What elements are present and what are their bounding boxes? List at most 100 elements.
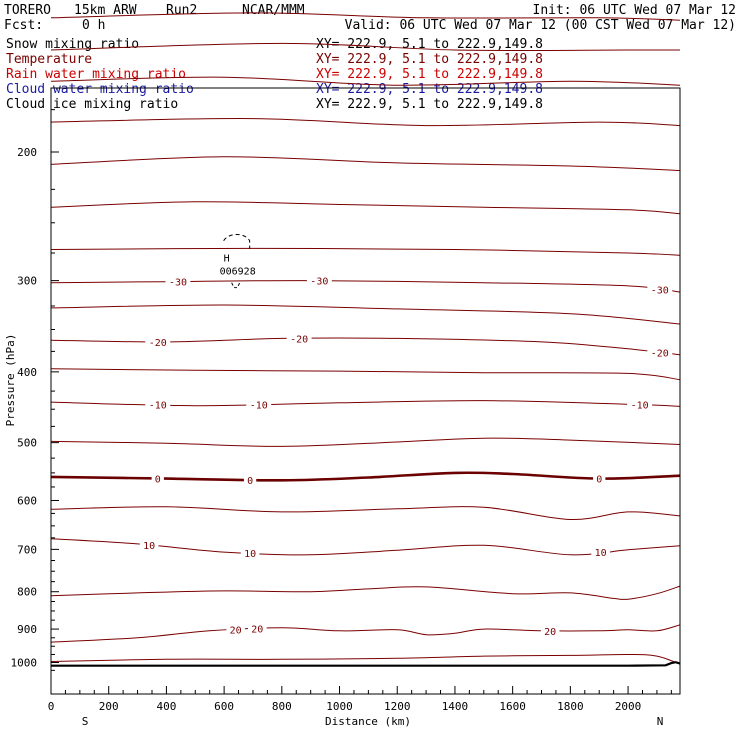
x-tick-label: 1400 xyxy=(442,700,469,713)
model-resolution: 15km ARW xyxy=(74,3,137,18)
contour-label-background xyxy=(306,274,332,287)
isotherm-label: -30 xyxy=(651,286,669,297)
isotherm-label: -30 xyxy=(310,277,328,288)
isotherm-label: 20 xyxy=(544,627,556,638)
contour-label-background xyxy=(246,398,272,411)
isotherm-line xyxy=(50,156,681,171)
y-tick-label: 400 xyxy=(17,366,37,379)
contour-label-background xyxy=(139,538,159,551)
forecast-label: Fcst: xyxy=(4,18,43,33)
isotherm-label: 10 xyxy=(143,541,155,552)
axis-layer: 0 200 400 600 800 1000 1200 1400 1600 1800 2000200… xyxy=(11,87,681,713)
legend-cloud-water-xy: XY= 222.9, 5.1 to 222.9,149.8 xyxy=(316,82,543,97)
isotherm-line xyxy=(50,624,681,643)
contour-label-background xyxy=(647,346,673,359)
x-tick-label: 1200 xyxy=(384,700,411,713)
y-tick-label: 1000 xyxy=(11,657,38,670)
isotherm-label: 10 xyxy=(595,548,607,559)
contour-label-background xyxy=(286,332,312,345)
contour-label-background xyxy=(240,546,260,559)
isotherm-label: 0 xyxy=(596,475,602,486)
contour-label-background xyxy=(627,398,653,411)
snow-contour-dashed xyxy=(223,233,251,249)
x-tick-label: 1800 xyxy=(557,700,584,713)
model-run: Run2 xyxy=(166,3,197,18)
isotherm-line xyxy=(50,12,681,21)
plot-frame xyxy=(50,87,681,695)
y-tick-label: 600 xyxy=(17,494,37,507)
x-axis-title: Distance (km) xyxy=(325,715,411,728)
contour-label-background xyxy=(591,546,610,559)
isotherm-line xyxy=(50,585,681,601)
isotherm-label: -30 xyxy=(169,278,187,289)
y-tick-label: 700 xyxy=(17,543,37,556)
legend: Snow mixing ratio XY= 222.9, 5.1 to 222.… xyxy=(6,37,543,112)
legend-cloud-ice-xy: XY= 222.9, 5.1 to 222.9,149.8 xyxy=(316,97,543,112)
y-tick-label: 800 xyxy=(17,586,37,599)
legend-temperature-name: Temperature xyxy=(6,52,92,67)
freezing-isotherm xyxy=(50,471,681,482)
model-name: TORERO xyxy=(4,3,51,18)
y-tick-label: 300 xyxy=(17,275,37,288)
isotherm-line xyxy=(50,437,681,447)
x-tick-label: 400 xyxy=(156,700,176,713)
isotherm-line xyxy=(50,201,681,215)
isotherm-layer: -30 -30 -30 -20 -20 -20 -10 -10 -10 0 0 0 10 10 10 20 20… xyxy=(50,12,681,665)
isotherm-label: 10 xyxy=(244,549,256,560)
snow-max-value: 006928 xyxy=(220,267,256,278)
contour-label-background xyxy=(145,398,171,411)
isotherm-label: -10 xyxy=(250,400,268,411)
model-org: NCAR/MMM xyxy=(242,3,305,18)
x-tick-label: 2000 xyxy=(615,700,642,713)
isotherm-line xyxy=(50,42,680,51)
legend-rain-xy: XY= 222.9, 5.1 to 222.9,149.8 xyxy=(316,67,543,82)
isotherm-label: 0 xyxy=(155,474,161,485)
x-tick-label: 800 xyxy=(272,700,292,713)
isotherm-label: -20 xyxy=(149,338,167,349)
legend-temperature-xy: XY= 222.9, 5.1 to 222.9,149.8 xyxy=(316,52,543,67)
valid-time: Valid: 06 UTC Wed 07 Mar 12 (00 CST Wed … xyxy=(345,18,736,33)
x-tick-label: 200 xyxy=(99,700,119,713)
x-tick-label: 0 xyxy=(48,700,55,713)
isotherm-line xyxy=(50,506,681,521)
snow-layer: 000153000192000170-82.13H006928 xyxy=(220,233,256,289)
contour-label-background xyxy=(243,473,257,486)
legend-cloud-water-name: Cloud water mixing ratio xyxy=(6,82,194,97)
isotherm-line xyxy=(50,304,681,325)
isotherm-line xyxy=(50,247,681,256)
terrain-line xyxy=(51,661,681,667)
snow-contour-dashed xyxy=(231,282,241,289)
isotherm-label: -10 xyxy=(631,401,649,412)
isotherm-line xyxy=(50,368,681,381)
x-tick-label: 1000 xyxy=(326,700,353,713)
x-tick-label: 1600 xyxy=(499,700,526,713)
contour-label-background xyxy=(165,275,191,288)
isotherm-line xyxy=(50,653,681,665)
endpoint-label-left: S xyxy=(82,715,89,728)
contour-label-background xyxy=(226,623,245,636)
contour-label-background xyxy=(647,283,673,296)
ground-layer xyxy=(51,661,681,667)
chart-header: TORERO 15km ARW Run2 NCAR/MMM Init: 06 U… xyxy=(4,3,736,33)
contour-label-background xyxy=(593,472,606,485)
legend-cloud-ice-name: Cloud ice mixing ratio xyxy=(6,97,178,112)
endpoint-label-right: N xyxy=(657,715,664,728)
y-tick-label: 500 xyxy=(17,437,37,450)
isotherm-line xyxy=(50,280,681,293)
legend-snow-xy: XY= 222.9, 5.1 to 222.9,149.8 xyxy=(316,37,543,52)
isotherm-label: -20 xyxy=(290,334,308,345)
snow-max-marker: H xyxy=(224,254,230,265)
contour-label-background xyxy=(145,335,171,348)
y-axis-title: Pressure (hPa) xyxy=(4,334,17,427)
y-tick-label: 900 xyxy=(17,623,37,636)
isotherm-line xyxy=(50,118,681,127)
x-tick-label: 600 xyxy=(214,700,234,713)
contour-label-background xyxy=(151,472,164,485)
contour-label-background xyxy=(248,622,267,635)
y-tick-label: 200 xyxy=(17,146,37,159)
isotherm-line xyxy=(50,76,681,86)
isotherm-label: -20 xyxy=(651,348,669,359)
isotherm-label: 20 xyxy=(230,626,242,637)
isotherm-label: -10 xyxy=(149,401,167,412)
